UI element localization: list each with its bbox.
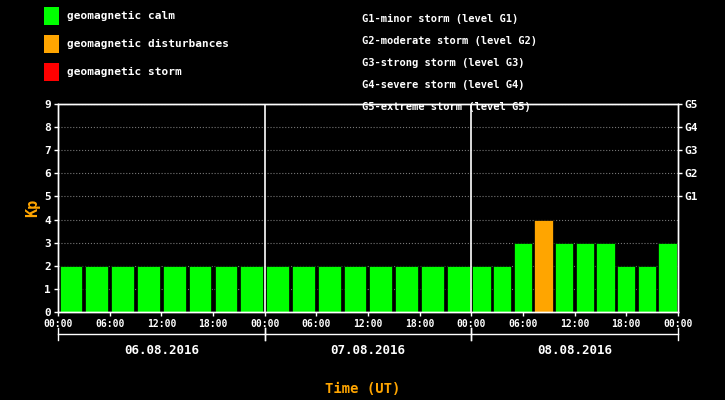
Text: 08.08.2016: 08.08.2016 — [537, 344, 612, 357]
Bar — [473, 266, 491, 312]
Y-axis label: Kp: Kp — [25, 199, 40, 217]
Bar — [292, 266, 315, 312]
Text: G4-severe storm (level G4): G4-severe storm (level G4) — [362, 80, 525, 90]
Bar — [534, 220, 552, 312]
Bar — [188, 266, 212, 312]
Text: 07.08.2016: 07.08.2016 — [331, 344, 405, 357]
Bar — [555, 243, 573, 312]
Bar — [638, 266, 656, 312]
Bar — [421, 266, 444, 312]
Text: G1-minor storm (level G1): G1-minor storm (level G1) — [362, 14, 519, 24]
Bar — [617, 266, 635, 312]
Bar — [658, 243, 676, 312]
Text: G3-strong storm (level G3): G3-strong storm (level G3) — [362, 58, 525, 68]
Bar — [447, 266, 470, 312]
Bar — [344, 266, 366, 312]
Bar — [59, 266, 82, 312]
Text: geomagnetic calm: geomagnetic calm — [67, 11, 175, 21]
Text: G2-moderate storm (level G2): G2-moderate storm (level G2) — [362, 36, 537, 46]
Bar — [576, 243, 594, 312]
Bar — [137, 266, 160, 312]
Bar — [318, 266, 341, 312]
Bar — [111, 266, 134, 312]
Bar — [215, 266, 237, 312]
Bar — [241, 266, 263, 312]
Bar — [370, 266, 392, 312]
Bar — [493, 266, 511, 312]
Text: Time (UT): Time (UT) — [325, 382, 400, 396]
Text: 06.08.2016: 06.08.2016 — [124, 344, 199, 357]
Bar — [163, 266, 186, 312]
Text: geomagnetic disturbances: geomagnetic disturbances — [67, 39, 228, 49]
Bar — [395, 266, 418, 312]
Bar — [86, 266, 108, 312]
Text: geomagnetic storm: geomagnetic storm — [67, 67, 181, 77]
Bar — [597, 243, 615, 312]
Text: G5-extreme storm (level G5): G5-extreme storm (level G5) — [362, 102, 531, 112]
Bar — [514, 243, 532, 312]
Bar — [266, 266, 289, 312]
